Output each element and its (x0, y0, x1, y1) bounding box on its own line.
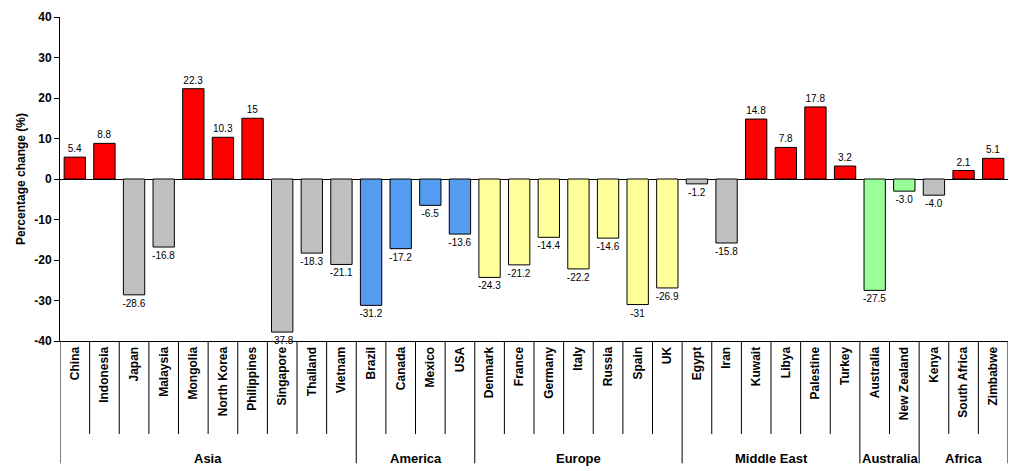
svg-text:Asia: Asia (194, 451, 222, 466)
svg-text:-14.4: -14.4 (537, 240, 560, 251)
svg-text:Indonesia: Indonesia (97, 346, 111, 402)
svg-text:5.4: 5.4 (68, 143, 82, 154)
svg-text:40: 40 (38, 10, 52, 24)
svg-text:30: 30 (38, 51, 52, 65)
svg-text:-6.5: -6.5 (421, 208, 439, 219)
svg-text:20: 20 (38, 91, 52, 105)
svg-text:Australia: Australia (868, 346, 882, 398)
svg-text:Italy: Italy (571, 346, 585, 370)
svg-text:Malaysia: Malaysia (157, 346, 171, 396)
svg-text:Libya: Libya (779, 346, 793, 378)
svg-text:Philippines: Philippines (245, 346, 259, 410)
svg-text:7.8: 7.8 (779, 133, 793, 144)
svg-text:Australia: Australia (862, 451, 918, 466)
svg-text:France: France (512, 346, 526, 386)
svg-text:-40: -40 (34, 334, 52, 348)
svg-text:-21.2: -21.2 (508, 268, 531, 279)
svg-text:10: 10 (38, 132, 52, 146)
svg-text:-27.5: -27.5 (863, 293, 886, 304)
svg-text:-14.6: -14.6 (596, 241, 619, 252)
svg-text:-16.8: -16.8 (152, 250, 175, 261)
svg-text:-31: -31 (630, 308, 645, 319)
svg-text:Singapore: Singapore (275, 346, 289, 405)
svg-text:Iran: Iran (719, 347, 733, 369)
svg-text:China: China (68, 346, 82, 380)
svg-text:-37.8: -37.8 (271, 335, 294, 346)
svg-text:Europe: Europe (556, 451, 601, 466)
svg-text:Kuwait: Kuwait (749, 347, 763, 386)
svg-text:0: 0 (45, 172, 52, 186)
svg-text:-21.1: -21.1 (330, 267, 353, 278)
svg-text:-26.9: -26.9 (656, 291, 679, 302)
svg-text:22.3: 22.3 (183, 75, 203, 86)
svg-text:Thailand: Thailand (305, 347, 319, 396)
svg-text:South Africa: South Africa (956, 346, 970, 417)
svg-text:Vietnam: Vietnam (334, 347, 348, 393)
svg-text:17.8: 17.8 (805, 93, 825, 104)
svg-text:-22.2: -22.2 (567, 272, 590, 283)
svg-text:Turkey: Turkey (838, 346, 852, 385)
svg-text:North Korea: North Korea (216, 346, 230, 416)
svg-text:Brazil: Brazil (364, 347, 378, 380)
svg-text:14.8: 14.8 (746, 105, 766, 116)
svg-text:Percentage change (%): Percentage change (%) (14, 113, 28, 245)
svg-text:America: America (390, 451, 442, 466)
svg-text:UK: UK (660, 346, 674, 364)
svg-text:Palestine: Palestine (808, 346, 822, 399)
svg-text:Denmark: Denmark (482, 346, 496, 398)
svg-text:Egypt: Egypt (690, 347, 704, 380)
svg-text:2.1: 2.1 (956, 157, 970, 168)
svg-text:Mexico: Mexico (423, 347, 437, 388)
svg-text:-24.3: -24.3 (478, 280, 501, 291)
svg-text:Spain: Spain (631, 347, 645, 380)
svg-text:8.8: 8.8 (97, 129, 111, 140)
svg-text:Middle East: Middle East (735, 451, 808, 466)
svg-text:-28.6: -28.6 (122, 298, 145, 309)
svg-text:-18.3: -18.3 (300, 256, 323, 267)
svg-text:-1.2: -1.2 (688, 187, 706, 198)
svg-text:-31.2: -31.2 (359, 308, 382, 319)
svg-text:10.3: 10.3 (213, 123, 233, 134)
svg-text:5.1: 5.1 (986, 144, 1000, 155)
svg-text:Mongolia: Mongolia (186, 346, 200, 399)
svg-text:Japan: Japan (127, 347, 141, 382)
svg-text:Kenya: Kenya (927, 346, 941, 382)
svg-text:USA: USA (453, 346, 467, 372)
svg-text:-20: -20 (34, 253, 52, 267)
svg-text:Canada: Canada (394, 346, 408, 390)
svg-text:Zimbabwe: Zimbabwe (986, 346, 1000, 405)
svg-text:-13.6: -13.6 (448, 237, 471, 248)
svg-text:Russia: Russia (601, 346, 615, 386)
svg-text:-15.8: -15.8 (715, 246, 738, 257)
svg-text:New Zealand: New Zealand (897, 347, 911, 420)
svg-text:-4.0: -4.0 (925, 198, 943, 209)
svg-text:15: 15 (247, 104, 259, 115)
svg-text:3.2: 3.2 (838, 152, 852, 163)
svg-text:-10: -10 (34, 213, 52, 227)
svg-text:Germany: Germany (542, 346, 556, 398)
svg-text:-30: -30 (34, 294, 52, 308)
svg-text:Africa: Africa (945, 451, 983, 466)
svg-text:-3.0: -3.0 (895, 194, 913, 205)
svg-text:-17.2: -17.2 (389, 252, 412, 263)
